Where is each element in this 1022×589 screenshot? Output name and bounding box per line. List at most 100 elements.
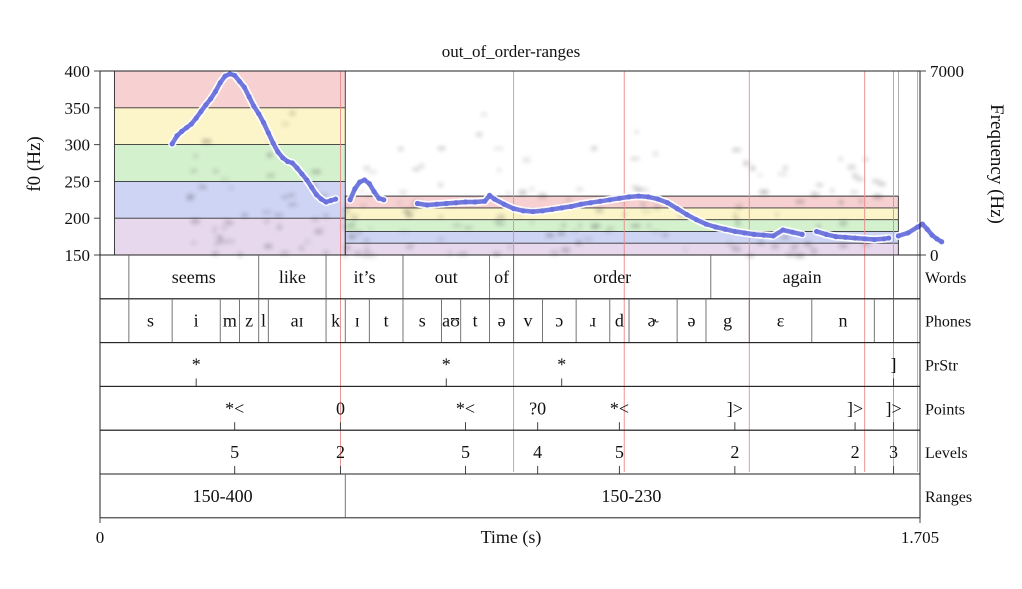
spectrogram-cell xyxy=(735,217,739,221)
spectrogram-cell xyxy=(529,220,534,224)
spectrogram-cell xyxy=(403,208,410,213)
spectrogram-cell xyxy=(398,147,403,151)
tier-label: m xyxy=(223,311,237,331)
f0-point xyxy=(789,229,796,235)
spectrogram-cell xyxy=(732,148,741,152)
spectrogram-cell xyxy=(311,169,321,174)
tier-label: seems xyxy=(172,267,216,287)
spectrogram-cell xyxy=(222,225,227,230)
spectrogram-cell xyxy=(642,188,649,192)
spectrogram-cell xyxy=(343,254,347,258)
tier-label: ɪ xyxy=(355,311,360,331)
spectrogram-cell xyxy=(816,224,821,229)
spectrogram-cell xyxy=(476,132,483,137)
tier-words: Words seems like it’s out of order again xyxy=(99,254,966,300)
tier-label: out xyxy=(435,267,458,287)
spectrogram-cell xyxy=(804,241,810,244)
point-label: 0 xyxy=(336,398,345,418)
spectrogram-cell xyxy=(517,216,522,219)
spectrogram-cell xyxy=(364,251,372,256)
spectrogram-cell xyxy=(497,215,505,219)
f0-point xyxy=(241,84,247,90)
spectrogram-cell xyxy=(497,168,501,172)
spectrogram-cell xyxy=(314,229,321,234)
tier-name: Words xyxy=(925,270,966,287)
spectrogram-cell xyxy=(508,245,513,249)
spectrogram-cell xyxy=(438,215,444,219)
spectrogram-cell xyxy=(407,244,414,248)
range-band xyxy=(345,207,899,220)
spectrogram-cell xyxy=(861,243,870,247)
spectrogram-cell xyxy=(343,206,350,211)
x-tick-label-start: 0 xyxy=(96,528,105,547)
spectrogram-cell xyxy=(399,190,407,195)
spectrogram-cell xyxy=(735,221,741,226)
spectrogram-cell xyxy=(493,252,501,257)
f0-point xyxy=(323,199,329,205)
point-label: 5 xyxy=(615,442,624,462)
spectrogram-cell xyxy=(452,223,462,228)
spectrogram-cell xyxy=(362,253,368,259)
f0-point xyxy=(275,149,281,155)
spectrogram-cell xyxy=(810,245,815,249)
f0-point xyxy=(842,234,849,240)
point-label: ]> xyxy=(727,398,743,418)
spectrogram-cell xyxy=(438,237,445,242)
f0-point xyxy=(780,227,786,233)
y-right-tick-label: 0 xyxy=(930,246,939,265)
f0-point xyxy=(381,197,387,203)
f0-point xyxy=(289,160,295,166)
f0-point xyxy=(193,115,199,121)
spectrogram-cell xyxy=(522,157,531,163)
tier-label: n xyxy=(839,311,848,331)
spectrogram-cell xyxy=(311,218,319,221)
spectrogram-cell xyxy=(360,204,366,208)
spectrogram-cell xyxy=(561,247,570,253)
tier-label: 150-400 xyxy=(193,486,253,506)
spectrogram-cell xyxy=(347,234,355,239)
f0-point xyxy=(549,206,555,212)
f0-point xyxy=(198,108,204,115)
point-label: * xyxy=(442,355,451,375)
spectrogram-cell xyxy=(778,172,787,176)
point-label: *< xyxy=(610,398,629,418)
spectrogram-cell xyxy=(530,187,534,192)
spectrogram-cell xyxy=(852,173,858,179)
y-right-tick-label: 7000 xyxy=(930,62,964,81)
f0-point xyxy=(732,228,738,235)
f0-point xyxy=(929,232,935,238)
f0-point xyxy=(280,155,286,161)
spectrogram-cell xyxy=(215,235,222,238)
spectrogram-cell xyxy=(546,233,554,238)
spectrogram-cell xyxy=(591,146,597,151)
spectrogram-cell xyxy=(565,197,572,202)
spectrogram-cell xyxy=(264,219,269,223)
spectrogram-cell xyxy=(418,163,425,169)
point-label: ] xyxy=(891,355,897,375)
y-left-tick-label: 350 xyxy=(65,99,91,118)
f0-point xyxy=(905,230,911,236)
spectrogram-cell xyxy=(730,245,737,248)
spectrogram-cell xyxy=(438,183,443,187)
spectrogram-cell xyxy=(780,236,790,240)
f0-point xyxy=(236,78,243,84)
spectrogram-cell xyxy=(457,253,462,256)
spectrogram-cell xyxy=(561,223,566,227)
spectrogram-cell xyxy=(218,235,223,241)
tier-label: d xyxy=(615,311,624,331)
spectrogram-cell xyxy=(775,212,779,217)
range-band xyxy=(114,218,346,255)
f0-point xyxy=(914,224,921,230)
f0-point xyxy=(741,230,748,236)
tier-label: ɹ xyxy=(590,311,596,331)
f0-point xyxy=(511,206,517,212)
point-label: ]> xyxy=(885,398,901,418)
y-left-tick-label: 400 xyxy=(65,62,91,81)
spectrogram-cell xyxy=(795,199,805,204)
spectrogram-cell xyxy=(212,170,219,173)
tier-name: Phones xyxy=(925,314,971,331)
spectrogram-cell xyxy=(348,223,356,227)
f0-point xyxy=(636,193,642,199)
f0-point xyxy=(352,186,358,192)
